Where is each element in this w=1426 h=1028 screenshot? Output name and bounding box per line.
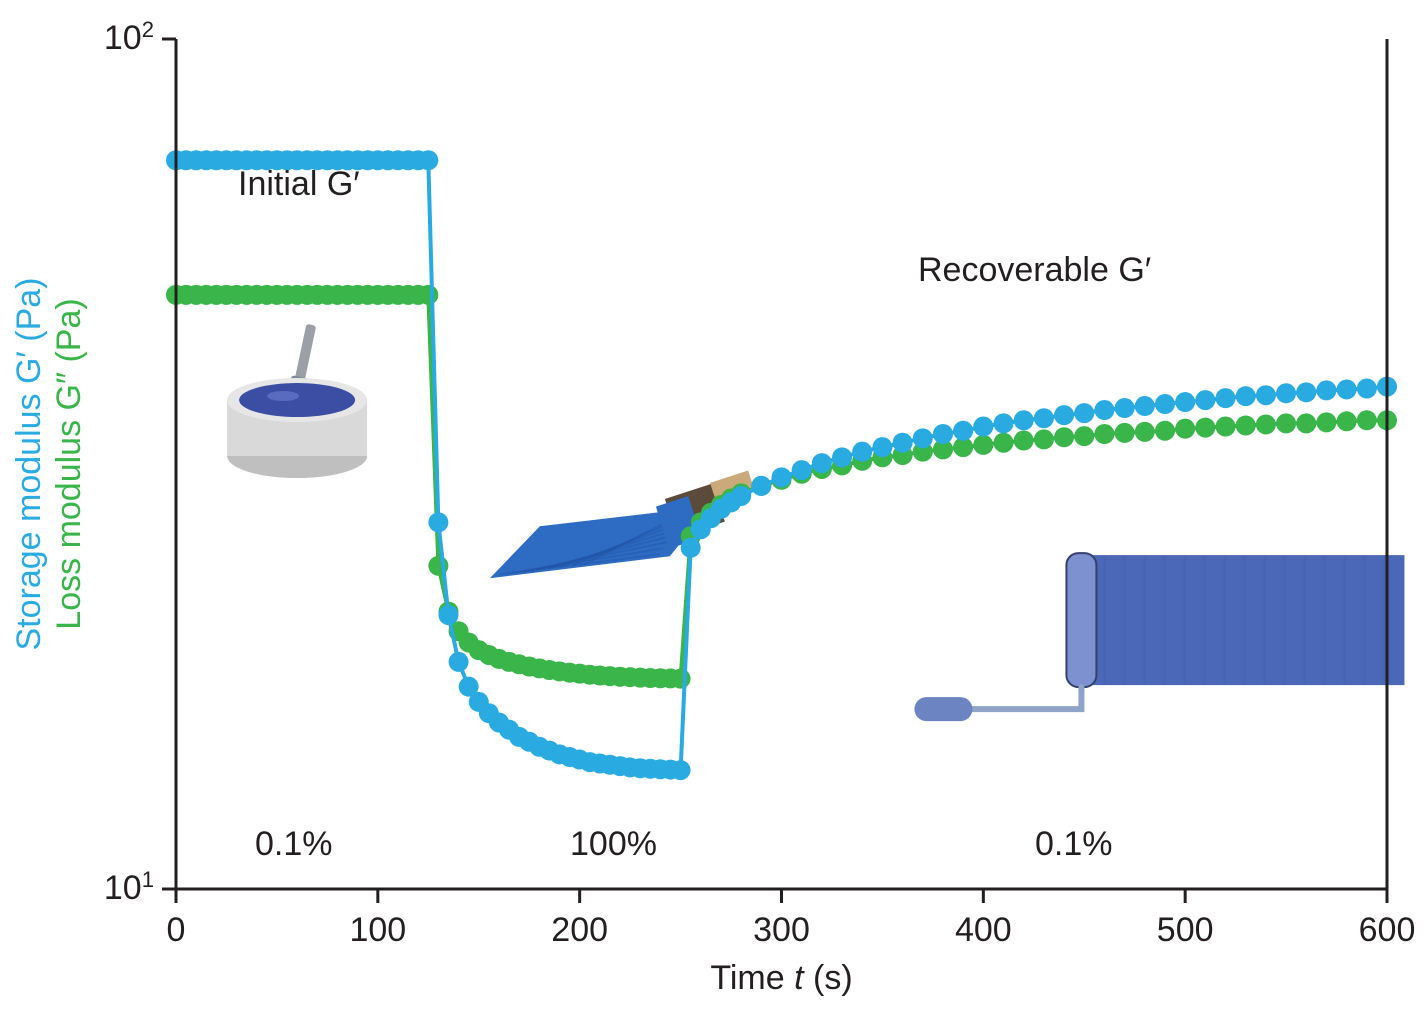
svg-text:100%: 100% — [570, 825, 657, 863]
svg-text:300: 300 — [753, 911, 810, 949]
svg-text:600: 600 — [1359, 911, 1416, 949]
svg-text:200: 200 — [551, 911, 608, 949]
svg-text:0: 0 — [167, 911, 186, 949]
svg-text:Storage modulus G′ (Pa): Storage modulus G′ (Pa) — [10, 278, 48, 651]
svg-text:500: 500 — [1157, 911, 1214, 949]
svg-text:0.1%: 0.1% — [1035, 825, 1113, 863]
svg-text:100: 100 — [349, 911, 406, 949]
rheology-chart: 0100200300400500600Time t (s)101102Loss … — [0, 0, 1426, 1028]
svg-text:Recoverable G′: Recoverable G′ — [918, 251, 1151, 289]
svg-text:Loss modulus G″ (Pa): Loss modulus G″ (Pa) — [50, 298, 88, 629]
chart-container: 0100200300400500600Time t (s)101102Loss … — [0, 0, 1426, 1028]
svg-text:0.1%: 0.1% — [255, 825, 333, 863]
svg-text:Initial G′: Initial G′ — [238, 165, 360, 203]
svg-text:Time t (s): Time t (s) — [710, 959, 852, 997]
svg-text:400: 400 — [955, 911, 1012, 949]
